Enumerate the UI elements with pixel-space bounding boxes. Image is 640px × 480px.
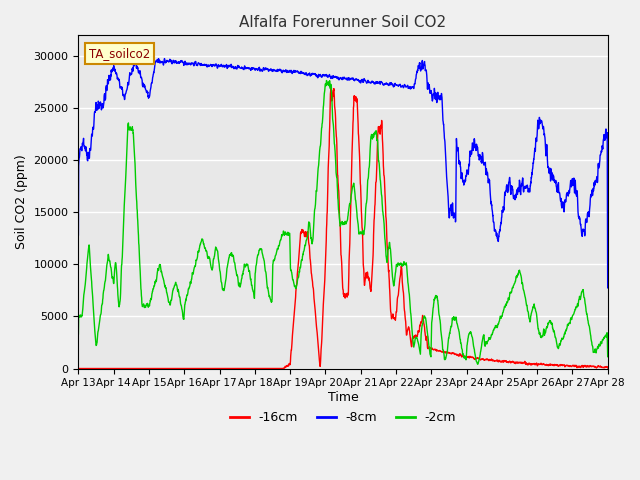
Legend: -16cm, -8cm, -2cm: -16cm, -8cm, -2cm [225,406,461,429]
Title: Alfalfa Forerunner Soil CO2: Alfalfa Forerunner Soil CO2 [239,15,447,30]
Y-axis label: Soil CO2 (ppm): Soil CO2 (ppm) [15,155,28,249]
X-axis label: Time: Time [328,391,358,404]
Text: TA_soilco2: TA_soilco2 [89,47,150,60]
